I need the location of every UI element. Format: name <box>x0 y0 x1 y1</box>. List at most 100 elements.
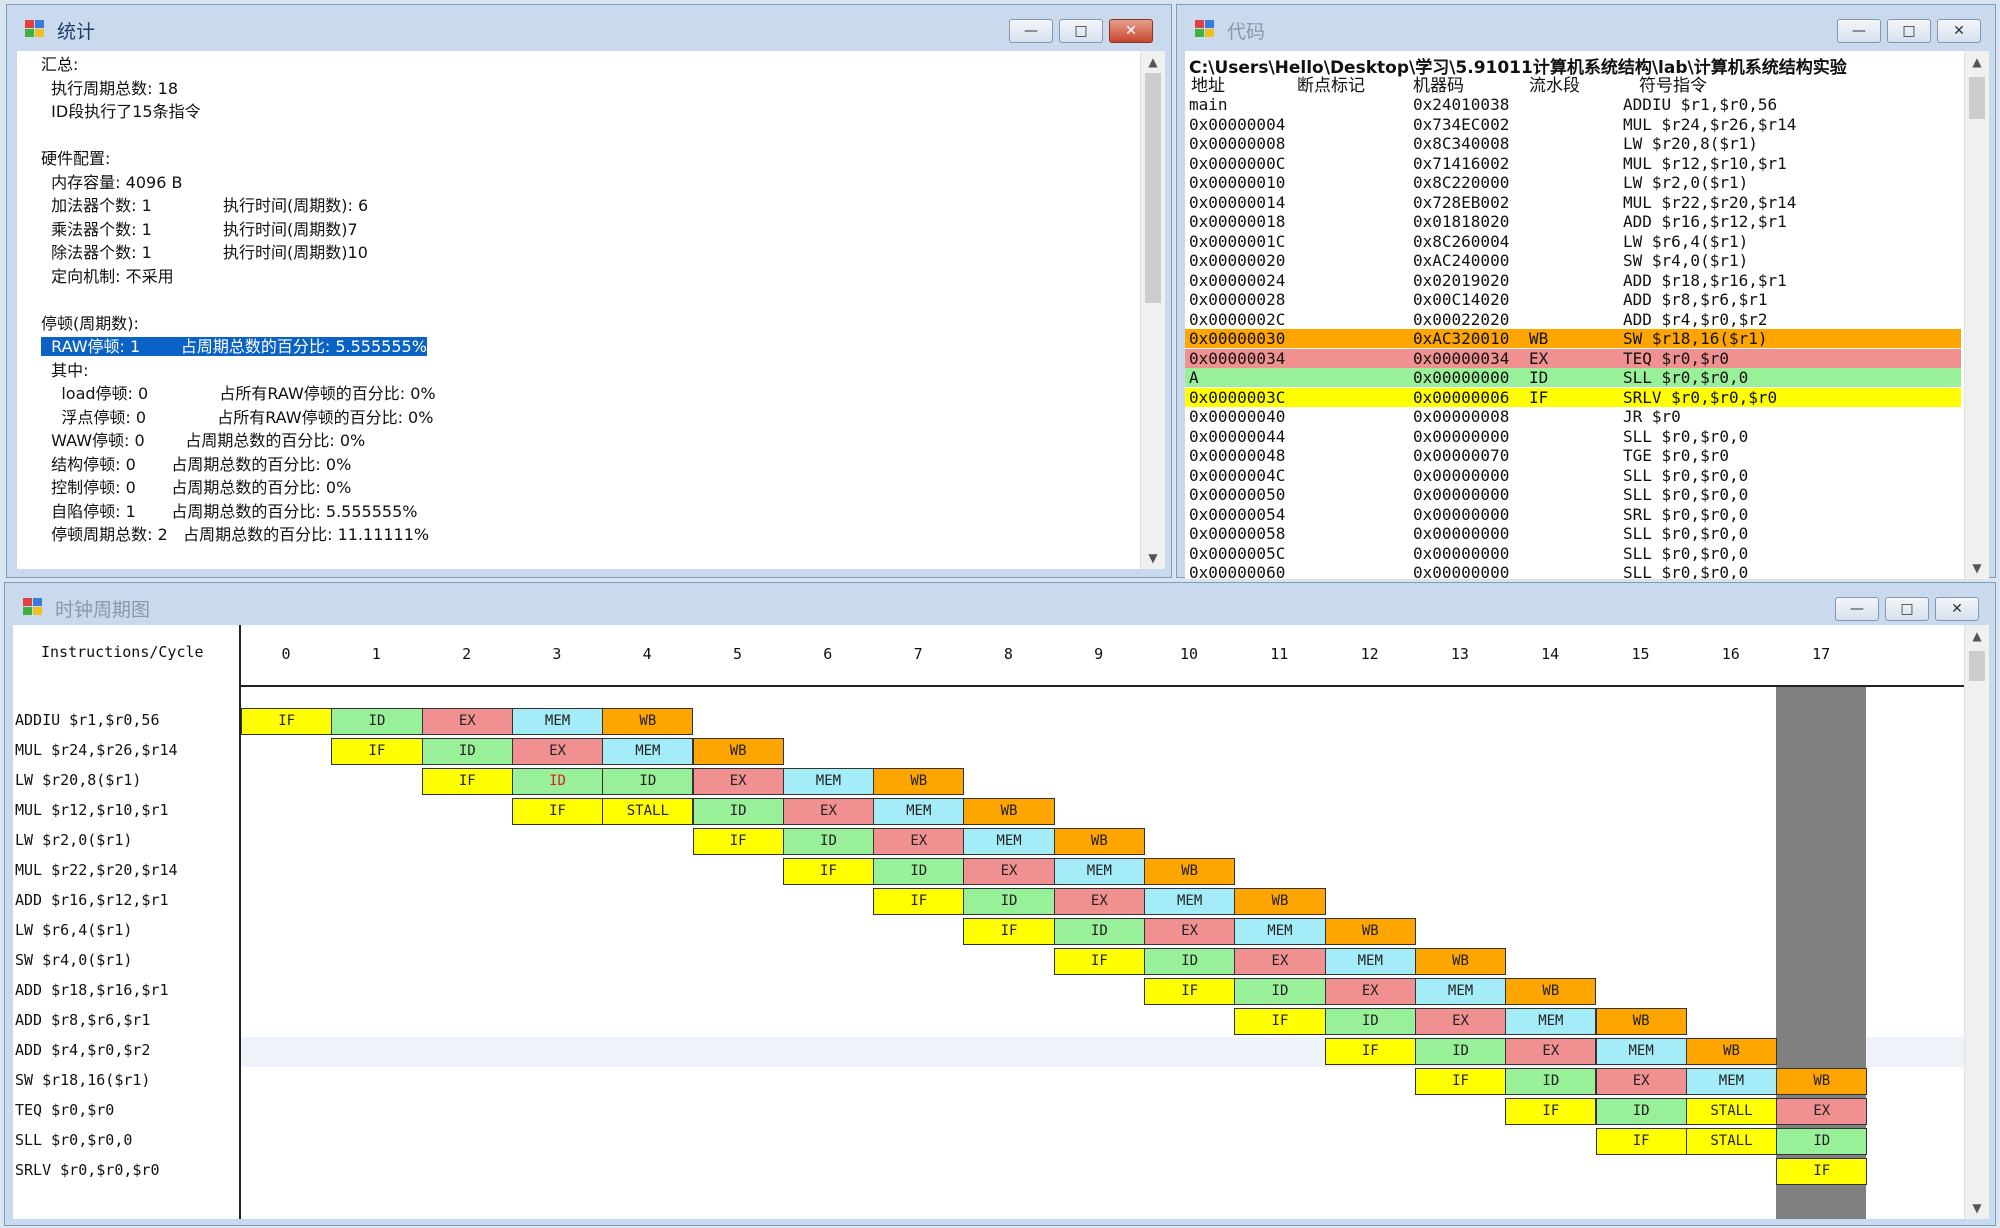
instruction-label[interactable]: LW $r20,8($r1) <box>15 771 142 789</box>
pipeline-stage-ex: EX <box>1505 1038 1597 1065</box>
instruction-label[interactable]: SW $r4,0($r1) <box>15 951 133 969</box>
scroll-down-arrow-icon[interactable]: ▼ <box>1148 551 1158 565</box>
scroll-down-arrow-icon[interactable]: ▼ <box>1972 561 1982 575</box>
maximize-button[interactable]: □ <box>1059 19 1103 43</box>
scroll-down-arrow-icon[interactable]: ▼ <box>1972 1201 1982 1215</box>
instruction-label[interactable]: ADD $r16,$r12,$r1 <box>15 891 169 909</box>
code-row[interactable]: 0x00000024 0x02019020 ADD $r18,$r16,$r1 <box>1185 271 1961 290</box>
code-row[interactable]: 0x00000050 0x00000000 SLL $r0,$r0,0 <box>1185 485 1961 504</box>
minimize-button[interactable]: — <box>1009 19 1053 43</box>
close-button[interactable]: ✕ <box>1937 19 1981 43</box>
stats-line-text: 停顿周期总数: 2 占周期总数的百分比: 11.11111% <box>41 525 430 544</box>
code-row[interactable]: 0x0000003C 0x00000006 IF SRLV $r0,$r0,$r0 <box>1185 387 1961 407</box>
code-row[interactable]: 0x0000004C 0x00000000 SLL $r0,$r0,0 <box>1185 466 1961 485</box>
code-row[interactable]: 0x00000048 0x00000070 TGE $r0,$r0 <box>1185 446 1961 465</box>
instruction-label[interactable]: SRLV $r0,$r0,$r0 <box>15 1161 160 1179</box>
code-row[interactable]: 0x00000018 0x01818020 ADD $r16,$r12,$r1 <box>1185 212 1961 231</box>
instruction-label[interactable]: ADDIU $r1,$r0,56 <box>15 711 160 729</box>
code-titlebar[interactable]: 代码 — □ ✕ <box>1177 5 1995 53</box>
scroll-thumb[interactable] <box>1145 73 1161 303</box>
stats-scrollbar[interactable]: ▲ ▼ <box>1140 51 1165 569</box>
code-cell-addr: 0x00000030 <box>1189 329 1286 348</box>
code-row[interactable]: 0x00000008 0x8C340008 LW $r20,8($r1) <box>1185 134 1961 153</box>
code-cell-code: 0x734EC002 <box>1413 114 1510 134</box>
code-row[interactable]: main 0x24010038 ADDIU $r1,$r0,56 <box>1185 95 1961 114</box>
instruction-label[interactable]: LW $r2,0($r1) <box>15 831 133 849</box>
header-symbol: 符号指令 <box>1639 76 1707 96</box>
maximize-button[interactable]: □ <box>1885 597 1929 621</box>
header-breakpoint: 断点标记 <box>1297 76 1365 96</box>
code-cell-code: 0x00022020 <box>1413 309 1510 329</box>
code-cell-instr: SW $r4,0($r1) <box>1623 251 1749 270</box>
minimize-button[interactable]: — <box>1837 19 1881 43</box>
pipeline-stage-ex: EX <box>511 738 604 765</box>
clock-scrollbar[interactable]: ▲ ▼ <box>1964 625 1989 1219</box>
code-row[interactable]: 0x0000005C 0x00000000 SLL $r0,$r0,0 <box>1185 544 1961 563</box>
stats-line: ID段执行了15条指令 <box>41 102 200 122</box>
stats-line-text: 控制停顿: 0 占周期总数的百分比: 0% <box>41 478 352 497</box>
code-content[interactable]: C:\Users\Hello\Desktop\学习\5.91011计算机系统结构… <box>1185 51 1989 579</box>
scroll-up-arrow-icon[interactable]: ▲ <box>1972 629 1982 643</box>
stats-titlebar[interactable]: 统计 — □ ✕ <box>7 5 1171 53</box>
pipeline-stage-mem: MEM <box>1234 918 1326 945</box>
code-row[interactable]: 0x00000014 0x728EB002 MUL $r22,$r20,$r14 <box>1185 193 1961 212</box>
close-button[interactable]: ✕ <box>1109 19 1153 43</box>
pipeline-stage-if: IF <box>1053 948 1145 975</box>
pipeline-stage-if: IF <box>1414 1068 1507 1095</box>
clock-content[interactable]: Instructions/Cycle 0 1 2 3 4 5 6 7 8 9 10 11 12 13 14 15… <box>13 625 1989 1219</box>
code-row[interactable]: 0x00000010 0x8C220000 LW $r2,0($r1) <box>1185 173 1961 192</box>
code-row[interactable]: 0x00000020 0xAC240000 SW $r4,0($r1) <box>1185 251 1961 270</box>
instruction-label[interactable]: LW $r6,4($r1) <box>15 921 133 939</box>
instruction-label[interactable]: SLL $r0,$r0,0 <box>15 1131 133 1149</box>
code-scrollbar[interactable]: ▲ ▼ <box>1964 51 1989 579</box>
cycle-number: 7 <box>913 645 923 663</box>
code-row[interactable]: 0x00000040 0x00000008 JR $r0 <box>1185 407 1961 426</box>
code-cell-addr: 0x00000024 <box>1189 270 1286 290</box>
code-row[interactable]: 0x0000001C 0x8C260004 LW $r6,4($r1) <box>1185 232 1961 251</box>
scroll-thumb[interactable] <box>1969 77 1985 119</box>
scroll-up-arrow-icon[interactable]: ▲ <box>1148 55 1158 69</box>
code-row[interactable]: 0x00000034 0x00000034 EX TEQ $r0,$r0 <box>1185 348 1961 368</box>
code-row[interactable]: 0x0000002C 0x00022020 ADD $r4,$r0,$r2 <box>1185 310 1961 329</box>
cycle-number: 6 <box>823 645 833 663</box>
stats-line-text: 结构停顿: 0 占周期总数的百分比: 0% <box>41 454 352 474</box>
stats-line: 浮点停顿: 0 占所有RAW停顿的百分比: 0% <box>41 408 433 428</box>
maximize-button[interactable]: □ <box>1887 19 1931 43</box>
pipeline-stage-wb: WB <box>1144 858 1236 885</box>
code-row[interactable]: 0x00000004 0x734EC002 MUL $r24,$r26,$r14 <box>1185 115 1961 134</box>
pipeline-stage-id: ID <box>421 738 513 765</box>
clock-titlebar[interactable]: 时钟周期图 — □ ✕ <box>5 583 1995 631</box>
stats-line: 汇总: <box>41 55 78 75</box>
instruction-label[interactable]: ADD $r4,$r0,$r2 <box>15 1041 151 1059</box>
instruction-label[interactable]: SW $r18,16($r1) <box>15 1071 151 1089</box>
minimize-button[interactable]: — <box>1835 597 1879 621</box>
pipeline-stage-mem: MEM <box>1144 888 1236 915</box>
code-row[interactable]: A 0x00000000 ID SLL $r0,$r0,0 <box>1185 368 1961 387</box>
instructions-cycle-header: Instructions/Cycle <box>41 643 204 661</box>
code-row[interactable]: 0x0000000C 0x71416002 MUL $r12,$r10,$r1 <box>1185 154 1961 173</box>
code-window-title: 代码 <box>1227 21 1266 43</box>
instruction-label[interactable]: ADD $r8,$r6,$r1 <box>15 1011 151 1029</box>
scroll-up-arrow-icon[interactable]: ▲ <box>1972 55 1982 69</box>
code-row[interactable]: 0x00000058 0x00000000 SLL $r0,$r0,0 <box>1185 524 1961 543</box>
instruction-label[interactable]: MUL $r24,$r26,$r14 <box>15 741 178 759</box>
cycle-number: 0 <box>281 645 291 663</box>
pipeline-stage-if: IF <box>782 858 875 885</box>
code-cell-instr: SLL $r0,$r0,0 <box>1623 563 1749 579</box>
instruction-label[interactable]: MUL $r12,$r10,$r1 <box>15 801 169 819</box>
code-row[interactable]: 0x00000030 0xAC320010 WB SW $r18,16($r1) <box>1185 329 1961 348</box>
instruction-label[interactable]: ADD $r18,$r16,$r1 <box>15 981 169 999</box>
header-stage: 流水段 <box>1529 76 1580 96</box>
instruction-label[interactable]: TEQ $r0,$r0 <box>15 1101 115 1119</box>
stats-content[interactable]: 汇总: 执行周期总数: 18 ID段执行了15条指令 硬件配置: 内存容量: 40… <box>17 51 1165 569</box>
pipeline-stage-mem: MEM <box>1685 1068 1778 1095</box>
scroll-thumb[interactable] <box>1969 651 1985 681</box>
close-button[interactable]: ✕ <box>1935 597 1979 621</box>
code-row[interactable]: 0x00000060 0x00000000 SLL $r0,$r0,0 <box>1185 563 1961 579</box>
app-icon <box>1195 20 1215 38</box>
code-row[interactable]: 0x00000054 0x00000000 SRL $r0,$r0,0 <box>1185 505 1961 524</box>
code-row[interactable]: 0x00000044 0x00000000 SLL $r0,$r0,0 <box>1185 427 1961 446</box>
stats-window: 统计 — □ ✕ 汇总: 执行周期总数: 18 ID段执行了15条指令 硬件配置:… <box>6 4 1172 578</box>
code-row[interactable]: 0x00000028 0x00C14020 ADD $r8,$r6,$r1 <box>1185 290 1961 309</box>
instruction-label[interactable]: MUL $r22,$r20,$r14 <box>15 861 178 879</box>
